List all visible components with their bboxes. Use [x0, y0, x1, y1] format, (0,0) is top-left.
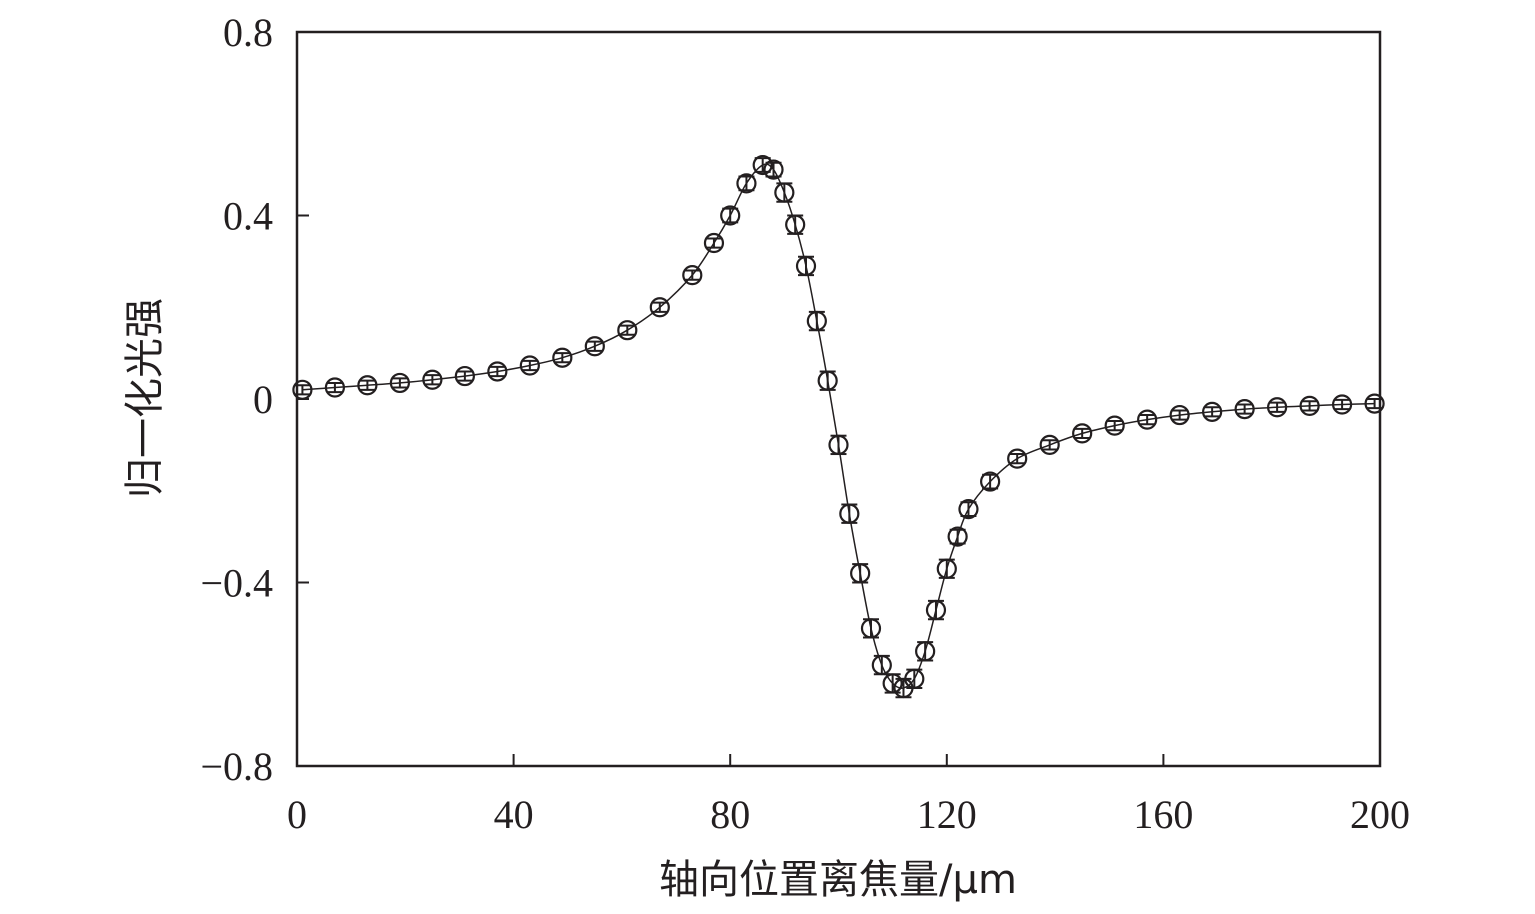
- data-point: [936, 558, 957, 579]
- data-point: [357, 375, 378, 396]
- y-tick-label: 0.8: [223, 10, 273, 55]
- data-point: [1267, 397, 1288, 418]
- data-point: [795, 255, 817, 277]
- y-tick-label: −0.8: [200, 744, 273, 789]
- x-tick-layer: 0 40 80 120 160 200: [287, 754, 1410, 837]
- y-tick-label: 0.4: [223, 194, 273, 239]
- data-point: [785, 214, 806, 235]
- data-point: [925, 599, 947, 621]
- data-point: [763, 159, 784, 180]
- data-point: [389, 372, 410, 394]
- data-point: [736, 173, 757, 194]
- data-point: [839, 503, 860, 524]
- data-point: [1234, 398, 1255, 420]
- x-tick-label: 200: [1350, 792, 1410, 837]
- data-point: [519, 355, 540, 376]
- data-point: [1331, 394, 1353, 415]
- data-point: [915, 641, 936, 662]
- data-point: [904, 668, 925, 689]
- y-axis-title: 归一化光强: [122, 298, 168, 498]
- x-tick-label: 40: [494, 792, 534, 837]
- data-point: [1137, 409, 1158, 430]
- data-point: [422, 369, 443, 390]
- data-point: [1202, 401, 1223, 422]
- data-point: [487, 361, 508, 382]
- data-point: [806, 310, 827, 332]
- data-point: [1299, 395, 1320, 416]
- y-tick-layer: 0.8 0.4 0 −0.4 −0.8: [200, 10, 309, 789]
- data-point: [1104, 415, 1125, 436]
- x-tick-label: 160: [1133, 792, 1193, 837]
- y-tick-label: −0.4: [200, 561, 273, 606]
- x-tick-label: 80: [710, 792, 750, 837]
- data-point: [860, 618, 882, 639]
- data-point: [617, 320, 638, 341]
- data-point: [980, 471, 1001, 492]
- data-point: [703, 232, 725, 254]
- data-point: [958, 499, 979, 520]
- data-point: [947, 526, 968, 547]
- data-point: [1169, 404, 1190, 426]
- x-tick-label: 120: [917, 792, 977, 837]
- data-point: [871, 654, 892, 676]
- data-point: [324, 377, 346, 398]
- plot-frame: [295, 30, 1382, 768]
- x-tick-label: 0: [287, 792, 307, 837]
- data-point: [850, 563, 871, 584]
- data-point: [828, 434, 849, 455]
- data-point: [774, 182, 795, 203]
- data-point: [584, 336, 605, 357]
- data-point: [682, 265, 703, 286]
- data-point: [649, 297, 670, 318]
- data-point: [817, 370, 838, 391]
- data-point: [1039, 434, 1060, 455]
- fit-curve-layer: [302, 163, 1375, 689]
- y-tick-label: 0: [253, 377, 273, 422]
- data-point: [454, 365, 475, 387]
- data-point-layer: [292, 154, 1385, 699]
- data-point: [552, 347, 573, 368]
- data-point: [752, 154, 773, 176]
- data-point: [1364, 393, 1385, 414]
- data-point: [720, 205, 741, 226]
- data-point: [882, 673, 903, 694]
- error-bar-layer: [294, 157, 1383, 699]
- data-point: [1072, 423, 1093, 444]
- data-point: [1007, 448, 1028, 469]
- x-axis-title: 轴向位置离焦量/μm: [659, 857, 1017, 903]
- fit-curve: [302, 163, 1375, 689]
